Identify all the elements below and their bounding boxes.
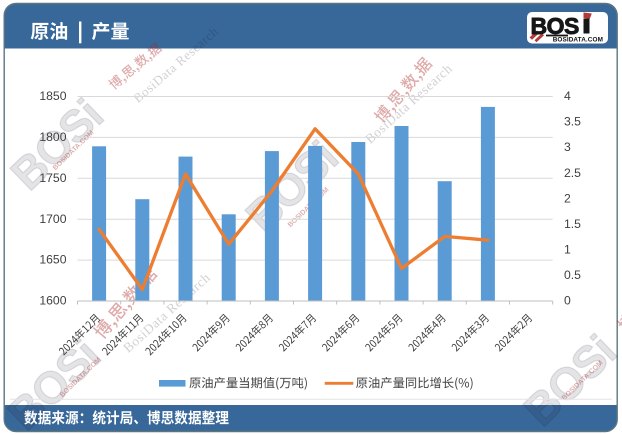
svg-text:1750: 1750 <box>39 171 66 185</box>
svg-text:3.5: 3.5 <box>564 115 581 129</box>
svg-text:1: 1 <box>564 243 571 257</box>
svg-text:0: 0 <box>564 294 571 308</box>
svg-text:1700: 1700 <box>39 212 66 226</box>
svg-text:2: 2 <box>564 191 571 205</box>
svg-text:1850: 1850 <box>39 89 66 103</box>
svg-text:BOSIDATA.COM: BOSIDATA.COM <box>553 37 603 44</box>
svg-text:2.5: 2.5 <box>564 166 581 180</box>
svg-text:3: 3 <box>564 140 571 154</box>
svg-text:1.5: 1.5 <box>564 217 581 231</box>
svg-text:4: 4 <box>564 89 571 103</box>
svg-text:0.5: 0.5 <box>564 268 581 282</box>
svg-text:1800: 1800 <box>39 130 66 144</box>
svg-text:1650: 1650 <box>39 253 66 267</box>
svg-text:1600: 1600 <box>39 294 66 308</box>
